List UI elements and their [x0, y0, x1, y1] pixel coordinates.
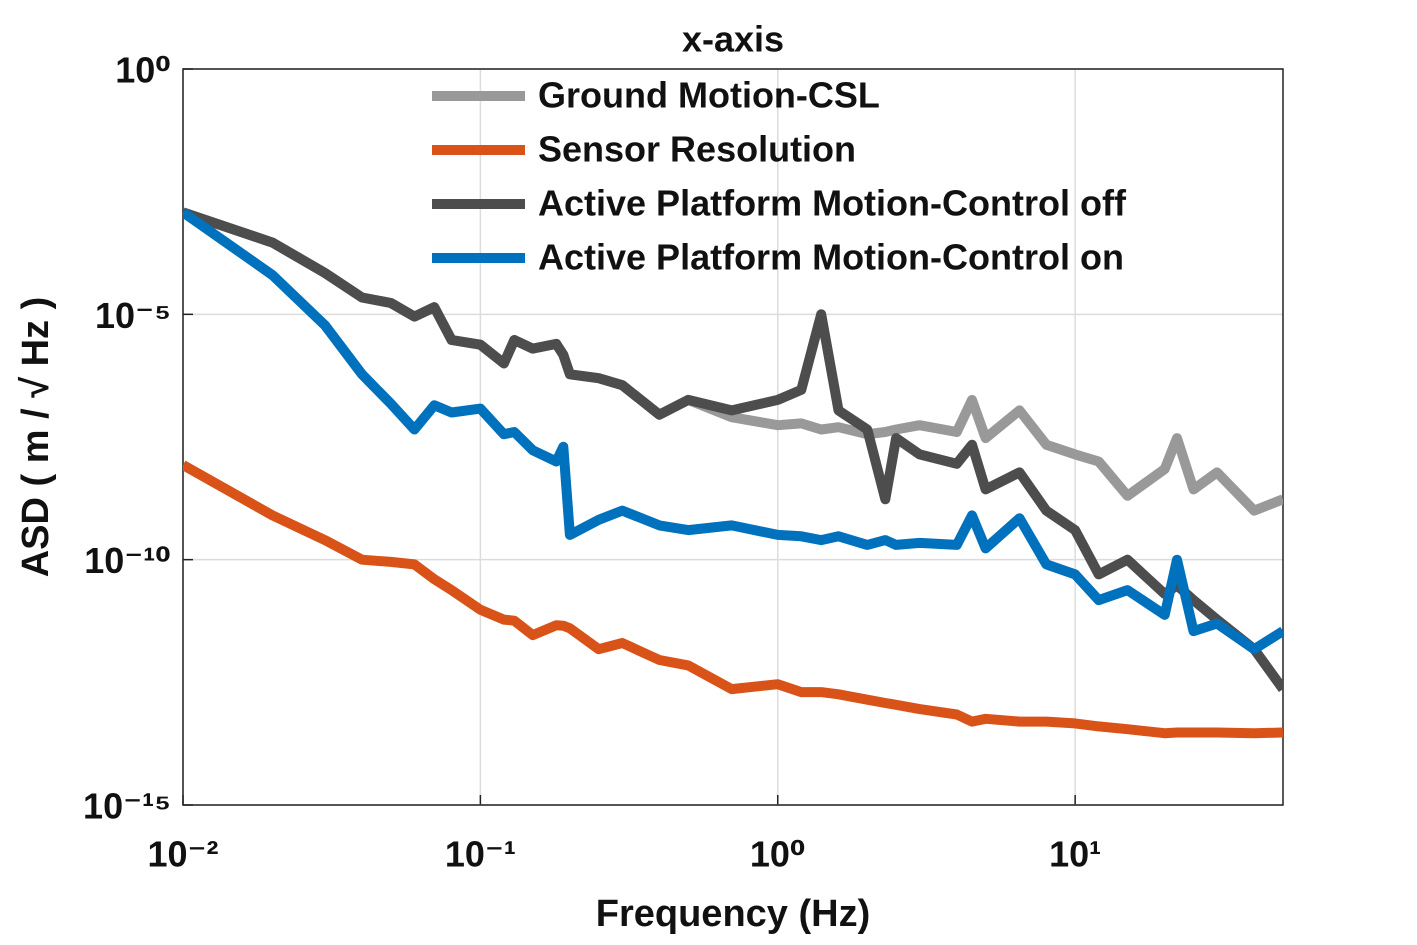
legend-label: Sensor Resolution — [538, 129, 856, 170]
x-tick-label: 10⁻¹ — [445, 834, 516, 875]
y-tick-label: 10⁻¹⁰ — [84, 540, 171, 581]
legend-label: Ground Motion-CSL — [538, 75, 880, 116]
y-tick-label: 10⁰ — [115, 50, 171, 91]
series-line — [183, 460, 1283, 739]
legend-label: Active Platform Motion-Control on — [538, 237, 1124, 278]
x-tick-label: 10⁰ — [750, 834, 806, 875]
y-tick-label: 10⁻¹⁵ — [83, 786, 171, 827]
plot-area — [183, 69, 1283, 805]
axes-box — [182, 68, 1284, 806]
chart-title: x-axis — [682, 19, 784, 60]
y-tick-label: 10⁻⁵ — [95, 295, 171, 336]
y-axis-label: ASD ( m / √ Hz ) — [15, 297, 57, 578]
x-axis-label: Frequency (Hz) — [596, 893, 870, 935]
x-tick-label: 10⁻² — [147, 834, 218, 875]
x-tick-label: 10¹ — [1049, 834, 1101, 875]
legend-label: Active Platform Motion-Control off — [538, 183, 1127, 224]
series-line — [183, 208, 1283, 655]
series-line — [183, 207, 1283, 693]
